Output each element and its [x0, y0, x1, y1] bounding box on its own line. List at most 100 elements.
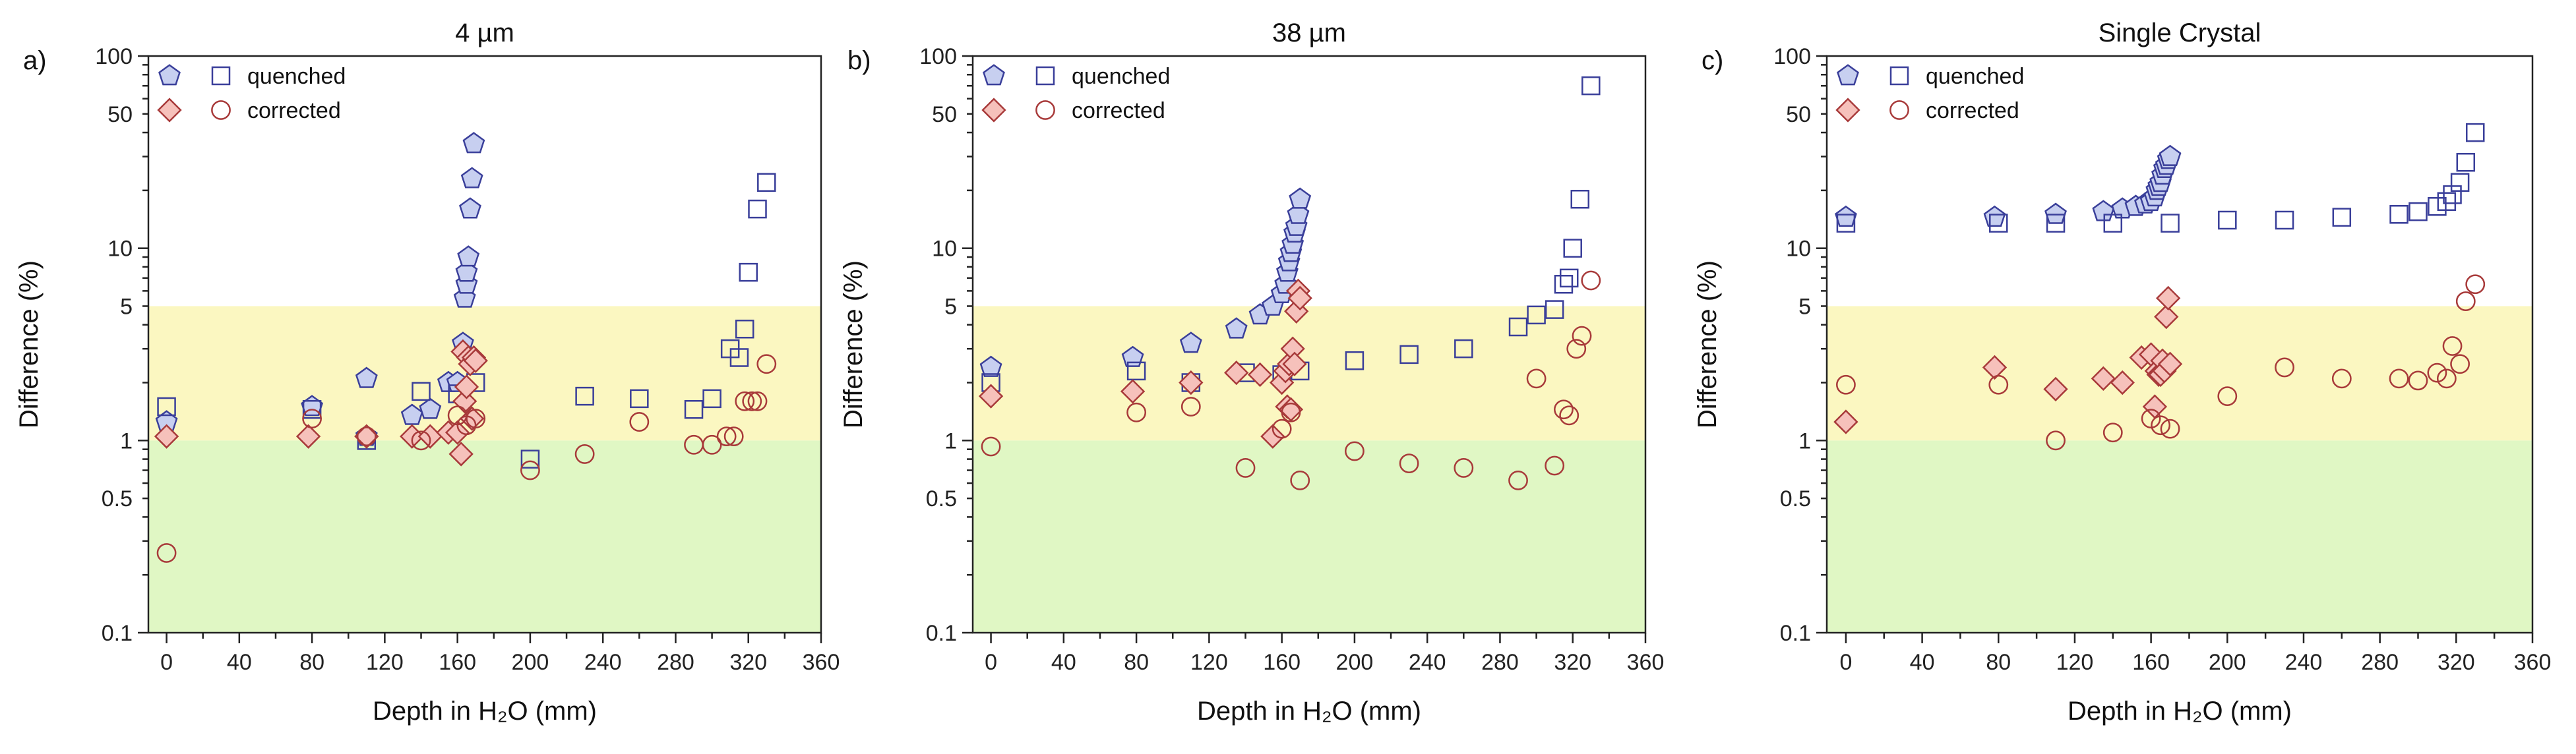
corrected-circle-point: [156, 543, 177, 563]
quenched-pentagon-point: [2044, 202, 2067, 224]
quenched-square-point: [2456, 152, 2476, 172]
quenched-square-point: [2408, 202, 2428, 221]
panel-title: 4 µm: [455, 18, 514, 47]
x-axis-title: Depth in H₂O (mm): [2068, 697, 2292, 726]
x-tick-label: 200: [1336, 650, 1374, 675]
legend-corrected-label: corrected: [247, 98, 341, 123]
corrected-diamond-point: [1282, 351, 1307, 376]
y-tick-label: 10: [932, 237, 957, 262]
x-tick-label: 240: [2285, 650, 2323, 675]
corrected-circle-point: [1545, 455, 1565, 476]
corrected-circle-point: [1290, 470, 1310, 490]
legend-b: quenched corrected: [981, 64, 1170, 123]
panel-title: 38 µm: [1272, 18, 1346, 47]
quenched-pentagon-point: [1983, 205, 2006, 227]
quenched-square-point: [1345, 351, 1365, 370]
quenched-square-point: [1581, 76, 1601, 96]
quenched-pentagon-point: [355, 366, 378, 388]
corrected-circle-point: [2151, 415, 2170, 436]
corrected-diamond-point: [2043, 376, 2068, 402]
x-tick-label: 280: [657, 650, 694, 675]
quenched-square-point: [981, 373, 1000, 392]
y-tick-label: 0.5: [1780, 486, 1811, 511]
quenched-square-point: [1454, 339, 1473, 359]
quenched-square-point: [157, 397, 176, 417]
x-tick-label: 80: [1124, 650, 1149, 675]
quenched-square-point: [748, 199, 767, 219]
quenched-square-point: [757, 173, 776, 192]
x-tick-label: 0: [985, 650, 997, 675]
corrected-diamond-point: [154, 424, 179, 449]
x-tick-label: 240: [584, 650, 622, 675]
corrected-circle-point: [302, 409, 322, 428]
panel-letter: b): [847, 46, 871, 75]
corrected-circle-point: [2455, 291, 2476, 311]
corrected-circle-point: [981, 436, 1001, 457]
corrected-circle-point: [2102, 422, 2123, 443]
quenched-square-point: [2161, 214, 2180, 233]
y-tick-label: 100: [95, 44, 133, 69]
quenched-pentagon-point: [459, 197, 481, 219]
quenched-square-point: [2275, 210, 2294, 230]
y-axis-title: Difference (%): [15, 260, 44, 428]
quenched-square-point: [575, 386, 594, 406]
corrected-circle-point: [1559, 405, 1579, 426]
chart-panel-a: 0 40 80 120 160 200 240 280 320 360 0.1 0.5 1 5 10 50 10…: [15, 18, 840, 726]
y-tick-label: 1: [1798, 428, 1811, 453]
corrected-diamond-point: [463, 348, 488, 373]
corrected-circle-point: [723, 426, 744, 447]
panel-letter: a): [23, 46, 47, 75]
corrected-circle-point: [466, 409, 486, 428]
y-tick-label: 0.5: [102, 486, 133, 511]
y-tick-label: 0.5: [926, 486, 957, 511]
corrected-diamond-point: [1833, 409, 1858, 434]
quenched-square-point: [702, 389, 721, 409]
quenched-square-point: [1836, 214, 1856, 233]
legend-corrected-label: corrected: [1072, 98, 1165, 123]
quenched-square-point: [1570, 189, 1590, 209]
corrected-circle-point: [2436, 368, 2457, 389]
corrected-circle-point: [702, 434, 722, 455]
corrected-diamond-point: [2155, 285, 2181, 311]
quenched-square-point: [412, 382, 431, 401]
corrected-circle-point: [1454, 458, 1474, 478]
x-tick-label: 80: [1986, 650, 2011, 675]
corrected-circle-point: [1272, 419, 1292, 439]
x-tick-label: 80: [299, 650, 324, 675]
legend-quenched-pentagon-marker: [158, 64, 181, 86]
x-tick-label: 40: [1051, 650, 1076, 675]
quenched-pentagon-point: [419, 397, 442, 419]
legend-quenched-square-marker: [1889, 66, 1909, 86]
corrected-circle-point: [1281, 402, 1301, 422]
quenched-pentagon-point: [2159, 144, 2182, 166]
corrected-diamond-point: [2154, 304, 2179, 330]
y-axis-title: Difference (%): [1693, 260, 1722, 428]
corrected-circle-point: [1508, 470, 1528, 490]
panel-letter: c): [1702, 46, 1723, 75]
x-tick-label: 240: [1409, 650, 1446, 675]
corrected-circle-point: [2389, 368, 2409, 389]
corrected-diamond-point: [2091, 366, 2116, 392]
corrected-diamond-point: [2157, 351, 2183, 376]
corrected-circle-point: [2442, 336, 2463, 356]
corrected-diamond-point: [2110, 370, 2135, 395]
corrected-diamond-point: [1247, 362, 1273, 388]
y-tick-label: 1: [944, 428, 957, 453]
legend-corrected-label: corrected: [1926, 98, 2019, 123]
legend-quenched-square-marker: [1035, 66, 1055, 86]
y-tick-label: 50: [932, 102, 957, 127]
corrected-circle-point: [1345, 441, 1365, 461]
x-tick-label: 40: [227, 650, 252, 675]
y-tick-label: 50: [1786, 102, 1811, 127]
x-tick-label: 320: [1554, 650, 1591, 675]
corrected-circle-point: [742, 391, 762, 411]
corrected-circle-point: [1126, 402, 1147, 422]
yellow-band: [1827, 306, 2532, 441]
legend-a: quenched corrected: [157, 64, 346, 123]
x-tick-label: 280: [1481, 650, 1519, 675]
corrected-circle-point: [747, 391, 768, 411]
x-tick-label: 360: [803, 650, 840, 675]
corrected-circle-point: [2465, 274, 2486, 295]
corrected-diamond-point: [1260, 424, 1285, 449]
